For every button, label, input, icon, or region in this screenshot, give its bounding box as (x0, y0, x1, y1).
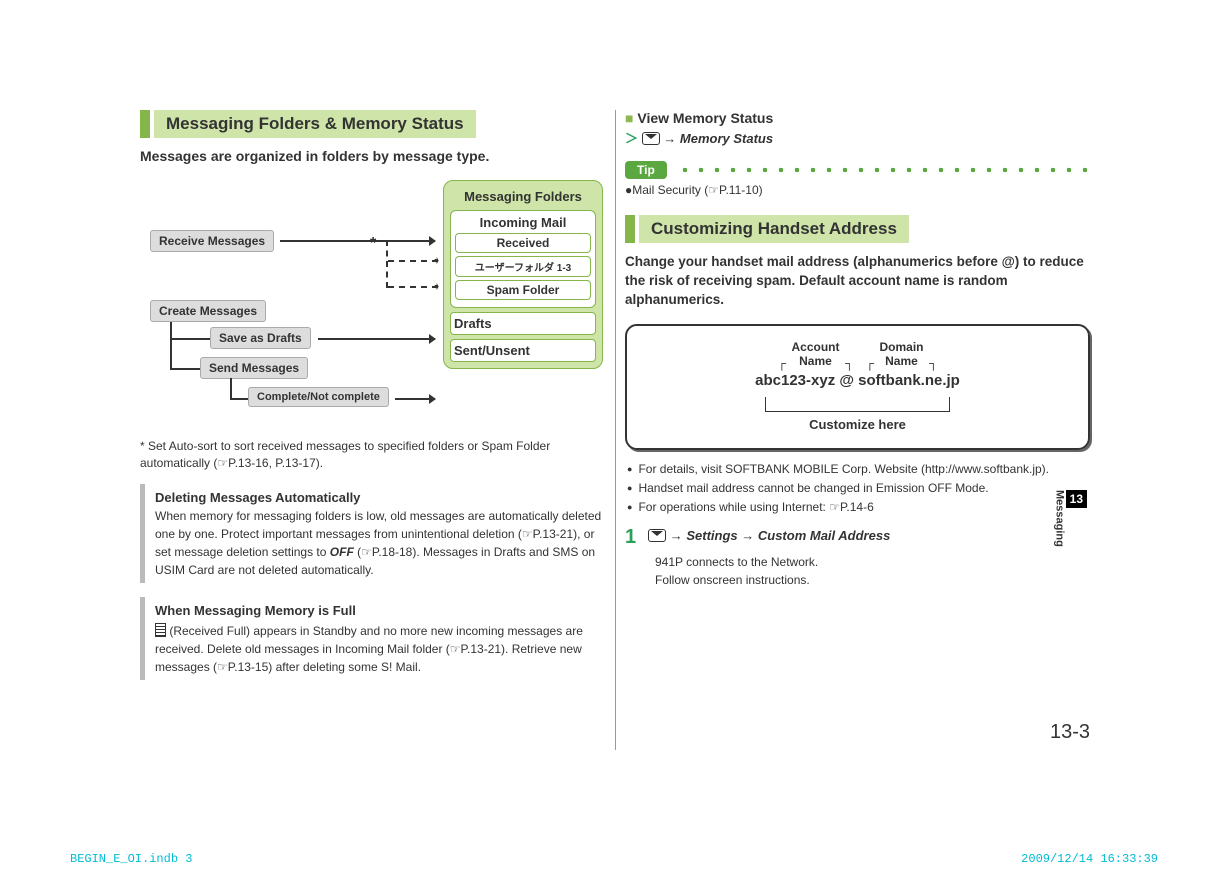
step-sub2: Follow onscreen instructions. (655, 571, 1090, 589)
messaging-folders-box: Messaging Folders Incoming Mail Received… (443, 180, 603, 369)
address-box: ┌ AccountName ┐ ┌ DomainName ┐ abc123-xy… (625, 324, 1090, 450)
print-footer: BEGIN_E_OI.indb 3 2009/12/14 16:33:39 (70, 852, 1158, 866)
section-heading-folders: Messaging Folders & Memory Status (140, 110, 605, 138)
step-path: → Settings → Custom Mail Address (670, 528, 891, 543)
right-column: ■ View Memory Status ＞ → Memory Status T… (625, 110, 1090, 694)
incoming-label: Incoming Mail (480, 215, 567, 230)
dash-1 (388, 260, 438, 262)
chapter-tab: 13 Messaging (1054, 490, 1087, 547)
dash-v (386, 240, 388, 288)
drafts-folder: Drafts (450, 312, 596, 335)
domain-name-label: ┌ DomainName ┐ (879, 340, 923, 368)
footer-left: BEGIN_E_OI.indb 3 (70, 852, 192, 866)
mail-icon-step (648, 529, 666, 542)
dash-2 (388, 286, 438, 288)
memory-status-label: Memory Status (680, 131, 773, 146)
bullet-1: For details, visit SOFTBANK MOBILE Corp.… (627, 460, 1090, 479)
step-number: 1 (625, 527, 636, 547)
auto-delete-block: Deleting Messages Automatically When mem… (140, 484, 605, 584)
chev1: ➧ (432, 254, 441, 267)
arrow-receive (280, 240, 435, 242)
heading-bar2 (625, 215, 635, 243)
tip-line: ●Mail Security (☞P.11-10) (625, 183, 1090, 197)
bullet-list: For details, visit SOFTBANK MOBILE Corp.… (625, 460, 1090, 518)
footer-right: 2009/12/14 16:33:39 (1021, 852, 1158, 866)
heading-title2: Customizing Handset Address (639, 215, 909, 243)
column-divider (615, 110, 616, 750)
arrow-text: → (663, 131, 680, 146)
complete-box: Complete/Not complete (248, 387, 389, 407)
sent-folder: Sent/Unsent (450, 339, 596, 362)
heading-bar (140, 110, 150, 138)
arrow-drafts (318, 338, 435, 340)
folders-box-title: Messaging Folders (450, 187, 596, 210)
vline-create (170, 322, 172, 368)
address-example: abc123-xyz @ softbank.ne.jp (645, 372, 1070, 389)
arrow-sent (395, 398, 435, 400)
footnote: * Set Auto-sort to sort received message… (140, 438, 605, 472)
mem-full-heading: When Messaging Memory is Full (155, 601, 605, 621)
square-bullet-icon: ■ (625, 110, 633, 126)
step-sub1: 941P connects to the Network. (655, 553, 1090, 571)
heading-title: Messaging Folders & Memory Status (154, 110, 476, 138)
hline-drafts (170, 338, 210, 340)
hline-complete (230, 398, 248, 400)
mem-full-block: When Messaging Memory is Full (Received … (140, 597, 605, 680)
receive-messages-box: Receive Messages (150, 230, 274, 252)
vline-send (230, 378, 232, 398)
incoming-mail-group: Incoming Mail Received ユーザーフォルダ 1-3 Spam… (450, 210, 596, 308)
customize-intro: Change your handset mail address (alphan… (625, 253, 1090, 310)
create-messages-box: Create Messages (150, 300, 266, 322)
bullet-2: Handset mail address cannot be changed i… (627, 479, 1090, 498)
auto-delete-heading: Deleting Messages Automatically (155, 488, 605, 508)
received-folder: Received (455, 233, 591, 253)
chapter-number: 13 (1066, 490, 1087, 508)
mem-full-body: (Received Full) appears in Standby and n… (155, 624, 583, 674)
view-memory-text: View Memory Status (637, 110, 773, 126)
tip-badge: Tip (625, 161, 667, 179)
bullet-3: For operations while using Internet: ☞P.… (627, 498, 1090, 517)
view-memory-heading: ■ View Memory Status (625, 110, 1090, 126)
page-content: Messaging Folders & Memory Status Messag… (140, 110, 1090, 694)
folder-diagram: Messaging Folders Incoming Mail Received… (140, 180, 605, 430)
step-content: → Settings → Custom Mail Address (648, 527, 890, 547)
chapter-label: Messaging (1054, 490, 1066, 547)
memory-status-path: ＞ → Memory Status (625, 128, 1090, 147)
user-folder: ユーザーフォルダ 1-3 (455, 256, 591, 277)
chev2: ➧ (432, 280, 441, 293)
star-marker: * (370, 235, 376, 253)
left-column: Messaging Folders & Memory Status Messag… (140, 110, 605, 694)
send-messages-box: Send Messages (200, 357, 308, 379)
received-full-icon (155, 623, 166, 637)
tip-dots (677, 167, 1090, 173)
section-heading-customize: Customizing Handset Address (625, 215, 1090, 243)
account-name-label: ┌ AccountName ┐ (791, 340, 839, 368)
chevron-icon: ＞ (625, 131, 638, 146)
mail-icon (642, 132, 660, 145)
spam-folder: Spam Folder (455, 280, 591, 300)
addr-top-labels: ┌ AccountName ┐ ┌ DomainName ┐ (645, 340, 1070, 368)
step-1: 1 → Settings → Custom Mail Address (625, 527, 1090, 547)
customize-here-text: Customize here (809, 417, 906, 432)
tip-row: Tip (625, 161, 1090, 179)
page-number: 13-3 (1050, 721, 1090, 744)
off-text: OFF (330, 545, 354, 559)
hline-send (170, 368, 200, 370)
customize-here: Customize here (645, 397, 1070, 432)
intro-text: Messages are organized in folders by mes… (140, 148, 605, 164)
save-drafts-box: Save as Drafts (210, 327, 311, 349)
